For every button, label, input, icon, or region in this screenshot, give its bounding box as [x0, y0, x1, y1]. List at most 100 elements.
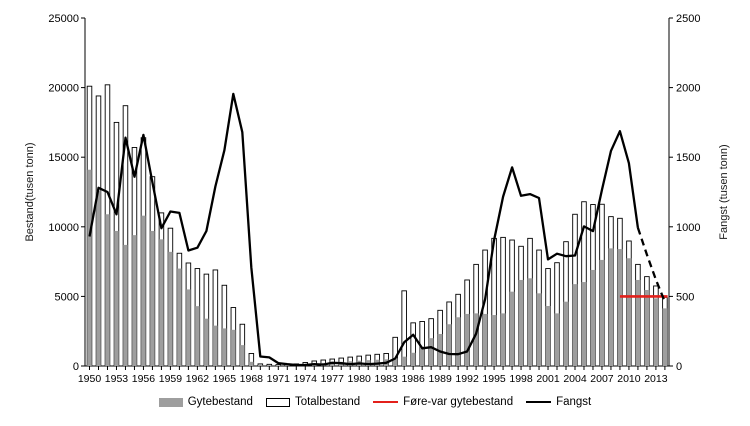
gytebestand-bar	[258, 364, 263, 366]
gytebestand-bar	[572, 284, 578, 366]
gytebestand-bar	[608, 248, 614, 366]
x-axis-tick-label: 1995	[482, 373, 506, 385]
gytebestand-bar	[653, 298, 659, 366]
x-axis-tick-label: 2001	[536, 373, 560, 385]
x-axis-tick-label: 1983	[375, 373, 399, 385]
gytebestand-bar	[114, 230, 119, 366]
fangst-line-solid	[88, 92, 640, 367]
gytebestand-bar	[105, 214, 110, 366]
gytebestand-bar	[545, 306, 551, 366]
x-axis-tick-label: 1977	[321, 373, 345, 385]
left-axis-title: Bestand(tusen tonn)	[24, 142, 36, 242]
gytebestand-bar	[410, 352, 416, 366]
gytebestand-bar	[554, 313, 560, 366]
gytebestand-bar	[186, 289, 191, 366]
left-axis-tick-label: 0	[73, 361, 79, 373]
gytebestand-bar	[446, 324, 452, 366]
gytebestand-bar	[123, 244, 128, 366]
gytebestand-bar	[213, 325, 218, 366]
x-axis-tick-label: 1989	[428, 373, 452, 385]
gytebestand-bar	[590, 269, 596, 366]
x-axis-tick-label: 2007	[590, 373, 614, 385]
x-axis-tick-label: 1974	[294, 373, 318, 385]
x-axis-tick-label: 1980	[348, 373, 372, 385]
gytebestand-bar	[635, 279, 641, 366]
gytebestand-bar	[500, 313, 506, 366]
x-axis-tick-label: 1956	[132, 373, 156, 385]
gytebestand-bar	[563, 301, 569, 366]
legend-item-gytebestand: Gytebestand	[158, 396, 253, 408]
x-axis-tick-label: 1992	[455, 373, 479, 385]
gytebestand-bar	[222, 328, 227, 366]
gytebestand-bar	[662, 308, 668, 366]
gytebestand-bar	[644, 289, 650, 366]
x-axis-tick-label: 1959	[159, 373, 183, 385]
gytebestand-bar	[204, 318, 209, 366]
gytebestand-bar	[87, 169, 92, 366]
gytebestand-bar	[392, 358, 398, 366]
right-axis-tick-label: 2500	[676, 13, 700, 25]
gytebestand-bar	[141, 215, 146, 366]
totalbestand-bar	[401, 290, 407, 367]
red-line-swatch-icon	[373, 401, 399, 403]
x-axis-tick-label: 1986	[401, 373, 425, 385]
x-axis-tick-label: 2010	[617, 373, 641, 385]
gytebestand-bar	[455, 317, 461, 366]
x-axis-tick-label: 1950	[78, 373, 102, 385]
fangst-line-forecast-dashed	[636, 227, 666, 303]
legend-item-fore-var: Føre-var gytebestand	[373, 396, 513, 408]
right-axis-tick-label: 500	[676, 291, 694, 303]
black-line-swatch-icon	[526, 401, 552, 403]
gytebestand-bar	[329, 362, 335, 366]
x-axis-tick-label: 1998	[509, 373, 533, 385]
gytebestand-bar	[96, 190, 101, 366]
gytebestand-bar	[509, 291, 515, 366]
gytebestand-bar	[581, 282, 587, 366]
right-axis-tick-label: 1500	[676, 152, 700, 164]
gray-bar-swatch-icon	[158, 397, 183, 407]
right-axis-title: Fangst (tusen tonn)	[718, 144, 730, 240]
x-axis-tick-label: 1968	[240, 373, 264, 385]
left-axis-tick-label: 20000	[48, 83, 79, 95]
gytebestand-bar	[626, 258, 632, 366]
right-axis-tick-label: 2000	[676, 83, 700, 95]
bars-gytebestand	[87, 169, 668, 366]
legend-label-fangst: Fangst	[556, 396, 592, 408]
bars-totalbestand	[86, 84, 668, 367]
legend-label-gytebestand: Gytebestand	[187, 396, 253, 408]
gytebestand-bar	[132, 235, 137, 366]
x-axis-tick-label: 1965	[213, 373, 237, 385]
gytebestand-bar	[482, 313, 488, 366]
left-axis-tick-label: 5000	[55, 291, 79, 303]
gytebestand-bar	[267, 365, 272, 366]
right-axis-tick-label: 1000	[676, 222, 700, 234]
right-axis-tick-label: 0	[676, 361, 682, 373]
gytebestand-bar	[177, 268, 182, 366]
gytebestand-bar	[195, 306, 200, 366]
gytebestand-bar	[284, 365, 290, 366]
gytebestand-bar	[276, 365, 281, 366]
gytebestand-bar	[249, 361, 254, 366]
gytebestand-bar	[518, 279, 524, 366]
gytebestand-bar	[231, 329, 236, 366]
legend-label-fore-var: Føre-var gytebestand	[403, 396, 514, 408]
gytebestand-bar	[437, 333, 443, 366]
gytebestand-bar	[491, 315, 497, 366]
gytebestand-bar	[419, 346, 425, 366]
gytebestand-bar	[536, 293, 542, 366]
legend-label-totalbestand: Totalbestand	[294, 396, 361, 408]
legend: Gytebestand Totalbestand Føre-var gytebe…	[0, 396, 750, 408]
legend-item-fangst: Fangst	[526, 396, 591, 408]
gytebestand-bar	[150, 230, 155, 366]
x-axis-tick-label: 1953	[105, 373, 129, 385]
left-axis-tick-label: 15000	[48, 152, 79, 164]
gytebestand-bar	[473, 313, 479, 366]
outline-bar-swatch-icon	[265, 397, 290, 407]
gytebestand-bar	[464, 313, 470, 366]
gytebestand-bar	[159, 239, 164, 366]
x-axis-tick-label: 1962	[186, 373, 210, 385]
gytebestand-bar	[617, 249, 623, 366]
x-axis-tick-label: 2004	[563, 373, 587, 385]
